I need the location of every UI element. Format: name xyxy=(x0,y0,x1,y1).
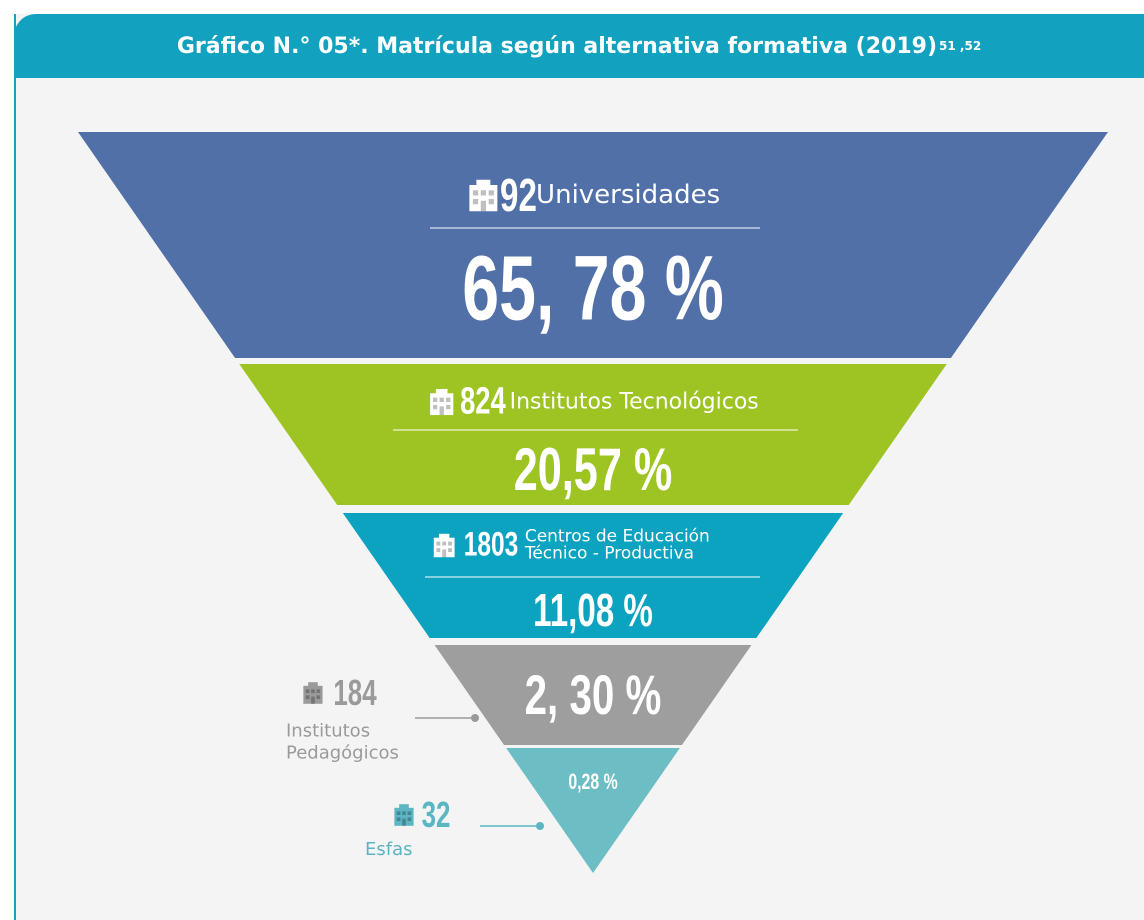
category-name: Institutos Tecnológicos xyxy=(509,389,759,414)
value-label-text: 20,57 % xyxy=(513,436,673,503)
category-name: Esfas xyxy=(365,839,413,861)
connector-dot xyxy=(471,714,479,722)
funnel-segment xyxy=(434,645,752,745)
count: 1803 xyxy=(463,525,519,564)
value-label: 2, 30 % xyxy=(498,662,688,728)
funnel-segment xyxy=(78,132,1108,358)
count: 32 xyxy=(421,794,451,835)
count: 824 xyxy=(460,380,506,423)
title-refs: 51 ,52 xyxy=(939,39,982,53)
funnel-segment xyxy=(506,748,680,873)
connector-dot xyxy=(536,822,544,830)
count: 92 xyxy=(500,169,537,221)
value-label-text: 0,28 % xyxy=(568,769,618,794)
category-name: Centros de Educación Técnico - Productiv… xyxy=(524,526,710,563)
icon xyxy=(303,682,323,704)
segment-label: 824 Institutos Tecnológicos xyxy=(427,381,759,424)
chart-title: Gráfico N.° 05*. Matrícula según alterna… xyxy=(176,33,938,59)
icon xyxy=(430,388,454,416)
funnel-segment xyxy=(239,364,947,505)
value-label-text: 65, 78 % xyxy=(462,237,724,340)
value-label-text: 2, 30 % xyxy=(524,663,662,726)
header: Gráfico N.° 05*. Matrícula según alterna… xyxy=(14,14,1144,78)
value-label-text: 11,08 % xyxy=(533,584,653,636)
segment-label: 1803 Centros de Educación Técnico - Produ… xyxy=(431,526,755,565)
category-name: Institutos Pedagógicos xyxy=(286,720,399,763)
value-label: 11,08 % xyxy=(510,583,676,637)
category-name: Universidades xyxy=(536,180,721,210)
value-label: 65, 78 % xyxy=(411,235,774,342)
segment-label: 92 Universidades xyxy=(466,168,720,222)
value-label: 0,28 % xyxy=(559,769,628,795)
icon xyxy=(469,179,498,211)
funnel-segment xyxy=(342,513,844,638)
count: 184 xyxy=(333,672,377,713)
segment-label: 32 xyxy=(392,794,450,836)
icon xyxy=(433,533,455,557)
icon xyxy=(394,804,414,826)
value-label: 20,57 % xyxy=(483,435,703,505)
segment-label: 184 xyxy=(301,672,379,714)
